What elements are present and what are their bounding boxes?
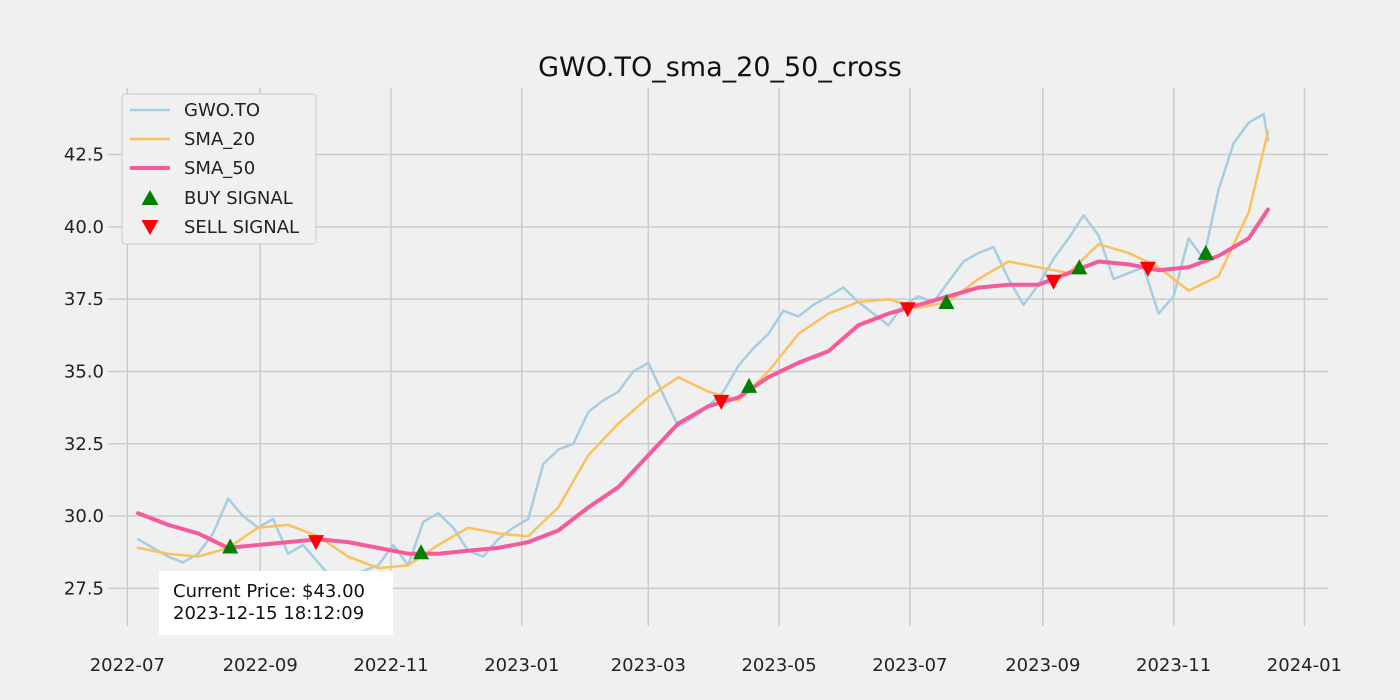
legend-label-price: GWO.TO xyxy=(184,100,260,121)
x-tick-label: 2023-01 xyxy=(484,655,559,676)
x-tick-label: 2024-01 xyxy=(1267,655,1342,676)
buy-signal-marker xyxy=(1197,244,1214,260)
x-tick-label: 2022-11 xyxy=(353,655,428,676)
signal-layer xyxy=(222,244,1214,560)
legend-label-sell: SELL SIGNAL xyxy=(184,217,299,238)
legend-box xyxy=(121,93,317,245)
y-tick-label: 27.5 xyxy=(64,578,104,599)
chart-title: GWO.TO_sma_20_50_cross xyxy=(538,52,902,83)
series-line-sma20 xyxy=(136,130,1270,570)
y-tick-label: 37.5 xyxy=(64,289,104,310)
y-tick-label: 30.0 xyxy=(64,506,104,527)
legend-label-sma20: SMA_20 xyxy=(184,129,255,150)
buy-signal-marker xyxy=(741,377,758,393)
y-tick-label: 42.5 xyxy=(64,145,104,166)
axis-tick-labels: 2022-07 2022-09 2022-11 2023-01 2023-03 2023-… xyxy=(64,145,1342,676)
sell-signal-marker xyxy=(899,302,916,318)
current-price-annotation: Current Price: $43.00 2023-12-15 18:12:0… xyxy=(159,571,393,635)
legend-marker-buy xyxy=(141,190,159,205)
legend-label-sma50: SMA_50 xyxy=(184,158,255,179)
x-tick-label: 2023-05 xyxy=(741,655,816,676)
series-line-sma50 xyxy=(136,207,1270,556)
y-tick-label: 40.0 xyxy=(64,217,104,238)
legend: GWO.TO SMA_20 SMA_50 BUY SIGNAL SELL SIG… xyxy=(121,93,317,245)
sell-signal-marker xyxy=(307,535,324,551)
buy-signal-marker xyxy=(938,294,955,310)
sell-signal-marker xyxy=(1139,261,1156,277)
x-tick-label: 2022-07 xyxy=(90,655,165,676)
annotation-timestamp: 2023-12-15 18:12:09 xyxy=(173,603,364,624)
y-tick-label: 32.5 xyxy=(64,434,104,455)
legend-marker-sell xyxy=(141,220,159,235)
x-tick-label: 2023-07 xyxy=(872,655,947,676)
annotation-box xyxy=(159,571,393,635)
x-tick-label: 2022-09 xyxy=(223,655,298,676)
legend-label-buy: BUY SIGNAL xyxy=(184,188,293,209)
buy-signal-marker xyxy=(413,544,430,560)
annotation-price: Current Price: $43.00 xyxy=(173,581,365,602)
buy-signal-marker xyxy=(1071,259,1088,275)
y-tick-label: 35.0 xyxy=(64,361,104,382)
x-tick-label: 2023-11 xyxy=(1136,655,1211,676)
sell-signal-marker xyxy=(1045,274,1062,290)
x-tick-label: 2023-03 xyxy=(611,655,686,676)
sell-signal-marker xyxy=(713,394,730,410)
x-tick-label: 2023-09 xyxy=(1005,655,1080,676)
buy-signal-marker xyxy=(222,538,239,554)
